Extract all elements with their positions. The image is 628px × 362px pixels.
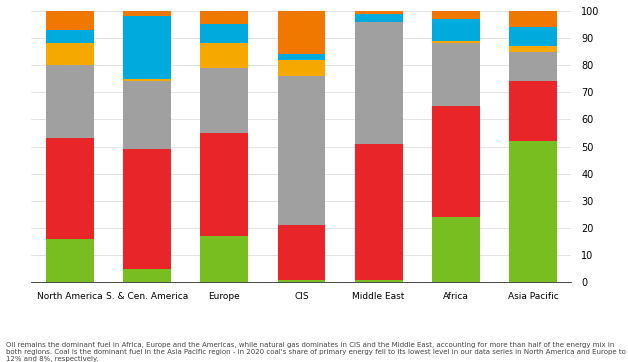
Bar <box>278 280 325 282</box>
Bar <box>278 60 325 76</box>
Text: Oil remains the dominant fuel in Africa, Europe and the Americas, while natural : Oil remains the dominant fuel in Africa,… <box>6 342 626 362</box>
Bar <box>200 133 248 236</box>
Bar <box>123 79 171 81</box>
Bar <box>509 52 557 81</box>
Bar <box>278 225 325 280</box>
Bar <box>355 280 403 282</box>
Bar <box>355 11 403 14</box>
Bar <box>46 30 94 43</box>
Bar <box>200 11 248 25</box>
Bar <box>509 27 557 46</box>
Bar <box>123 150 171 269</box>
Bar <box>509 46 557 52</box>
Bar <box>432 43 480 106</box>
Bar <box>123 81 171 150</box>
Bar <box>432 217 480 282</box>
Bar <box>46 11 94 30</box>
Bar <box>432 11 480 19</box>
Bar <box>46 43 94 65</box>
Bar <box>509 11 557 27</box>
Bar <box>46 65 94 139</box>
Bar <box>509 141 557 282</box>
Bar <box>432 41 480 43</box>
Bar <box>123 11 171 16</box>
Bar <box>200 68 248 133</box>
Bar <box>123 269 171 282</box>
Bar <box>200 43 248 68</box>
Bar <box>278 54 325 60</box>
Bar <box>278 76 325 225</box>
Bar <box>46 139 94 239</box>
Bar <box>355 144 403 280</box>
Bar <box>200 236 248 282</box>
Bar <box>200 25 248 43</box>
Bar <box>355 14 403 22</box>
Bar <box>432 106 480 217</box>
Bar <box>432 19 480 41</box>
Bar <box>123 16 171 79</box>
Bar <box>46 239 94 282</box>
Bar <box>278 11 325 54</box>
Bar <box>509 81 557 141</box>
Bar <box>355 22 403 144</box>
